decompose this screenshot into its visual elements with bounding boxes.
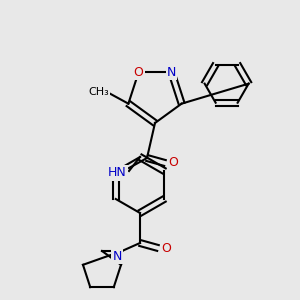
Text: N: N [112, 250, 122, 262]
Text: O: O [168, 157, 178, 169]
Text: O: O [161, 242, 171, 254]
Text: O: O [134, 66, 143, 79]
Text: CH₃: CH₃ [88, 87, 109, 97]
Text: N: N [167, 66, 176, 79]
Text: HN: HN [108, 167, 126, 179]
